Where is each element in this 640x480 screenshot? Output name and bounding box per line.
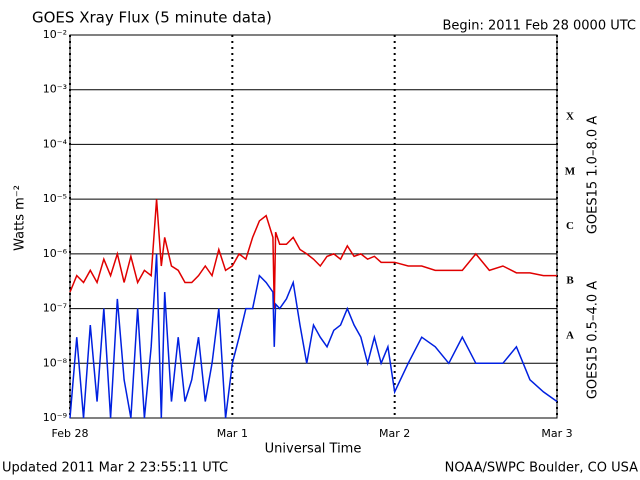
- chart-title: GOES Xray Flux (5 minute data): [32, 9, 272, 27]
- x-tick-label: Feb 28: [52, 427, 89, 440]
- x-tick-label: Mar 2: [379, 427, 410, 440]
- series-line: [69, 199, 557, 309]
- flare-class-label: X: [566, 111, 574, 123]
- y-tick-label: 10⁻⁴: [43, 137, 68, 150]
- series-line: [69, 253, 558, 419]
- y-tick-label: 10⁻⁹: [43, 411, 67, 424]
- legend-entry: GOES15 0.5–4.0 A: [586, 281, 601, 399]
- y-tick-label: 10⁻²: [43, 28, 67, 41]
- y-axis-label: Watts m⁻²: [13, 185, 28, 251]
- y-tick-label: 10⁻⁵: [43, 192, 67, 205]
- footer-left: Updated 2011 Mar 2 23:55:11 UTC: [2, 461, 228, 476]
- legend-entry: GOES15 1.0–8.0 A: [586, 116, 601, 234]
- plot-frame: [69, 34, 558, 419]
- flare-class-label: B: [566, 275, 574, 287]
- x-axis-label: Universal Time: [265, 442, 362, 457]
- flare-class-label: C: [566, 220, 574, 232]
- y-tick-label: 10⁻⁶: [43, 247, 68, 260]
- y-tick-label: 10⁻³: [43, 83, 67, 96]
- x-tick-label: Mar 3: [541, 427, 572, 440]
- x-tick-label: Mar 1: [217, 427, 248, 440]
- footer-right: NOAA/SWPC Boulder, CO USA: [445, 461, 638, 476]
- flare-class-label: A: [566, 329, 574, 341]
- y-tick-label: 10⁻⁷: [43, 302, 67, 315]
- y-tick-label: 10⁻⁸: [43, 356, 68, 369]
- flare-class-label: M: [565, 165, 576, 177]
- chart-subtitle: Begin: 2011 Feb 28 0000 UTC: [442, 19, 636, 34]
